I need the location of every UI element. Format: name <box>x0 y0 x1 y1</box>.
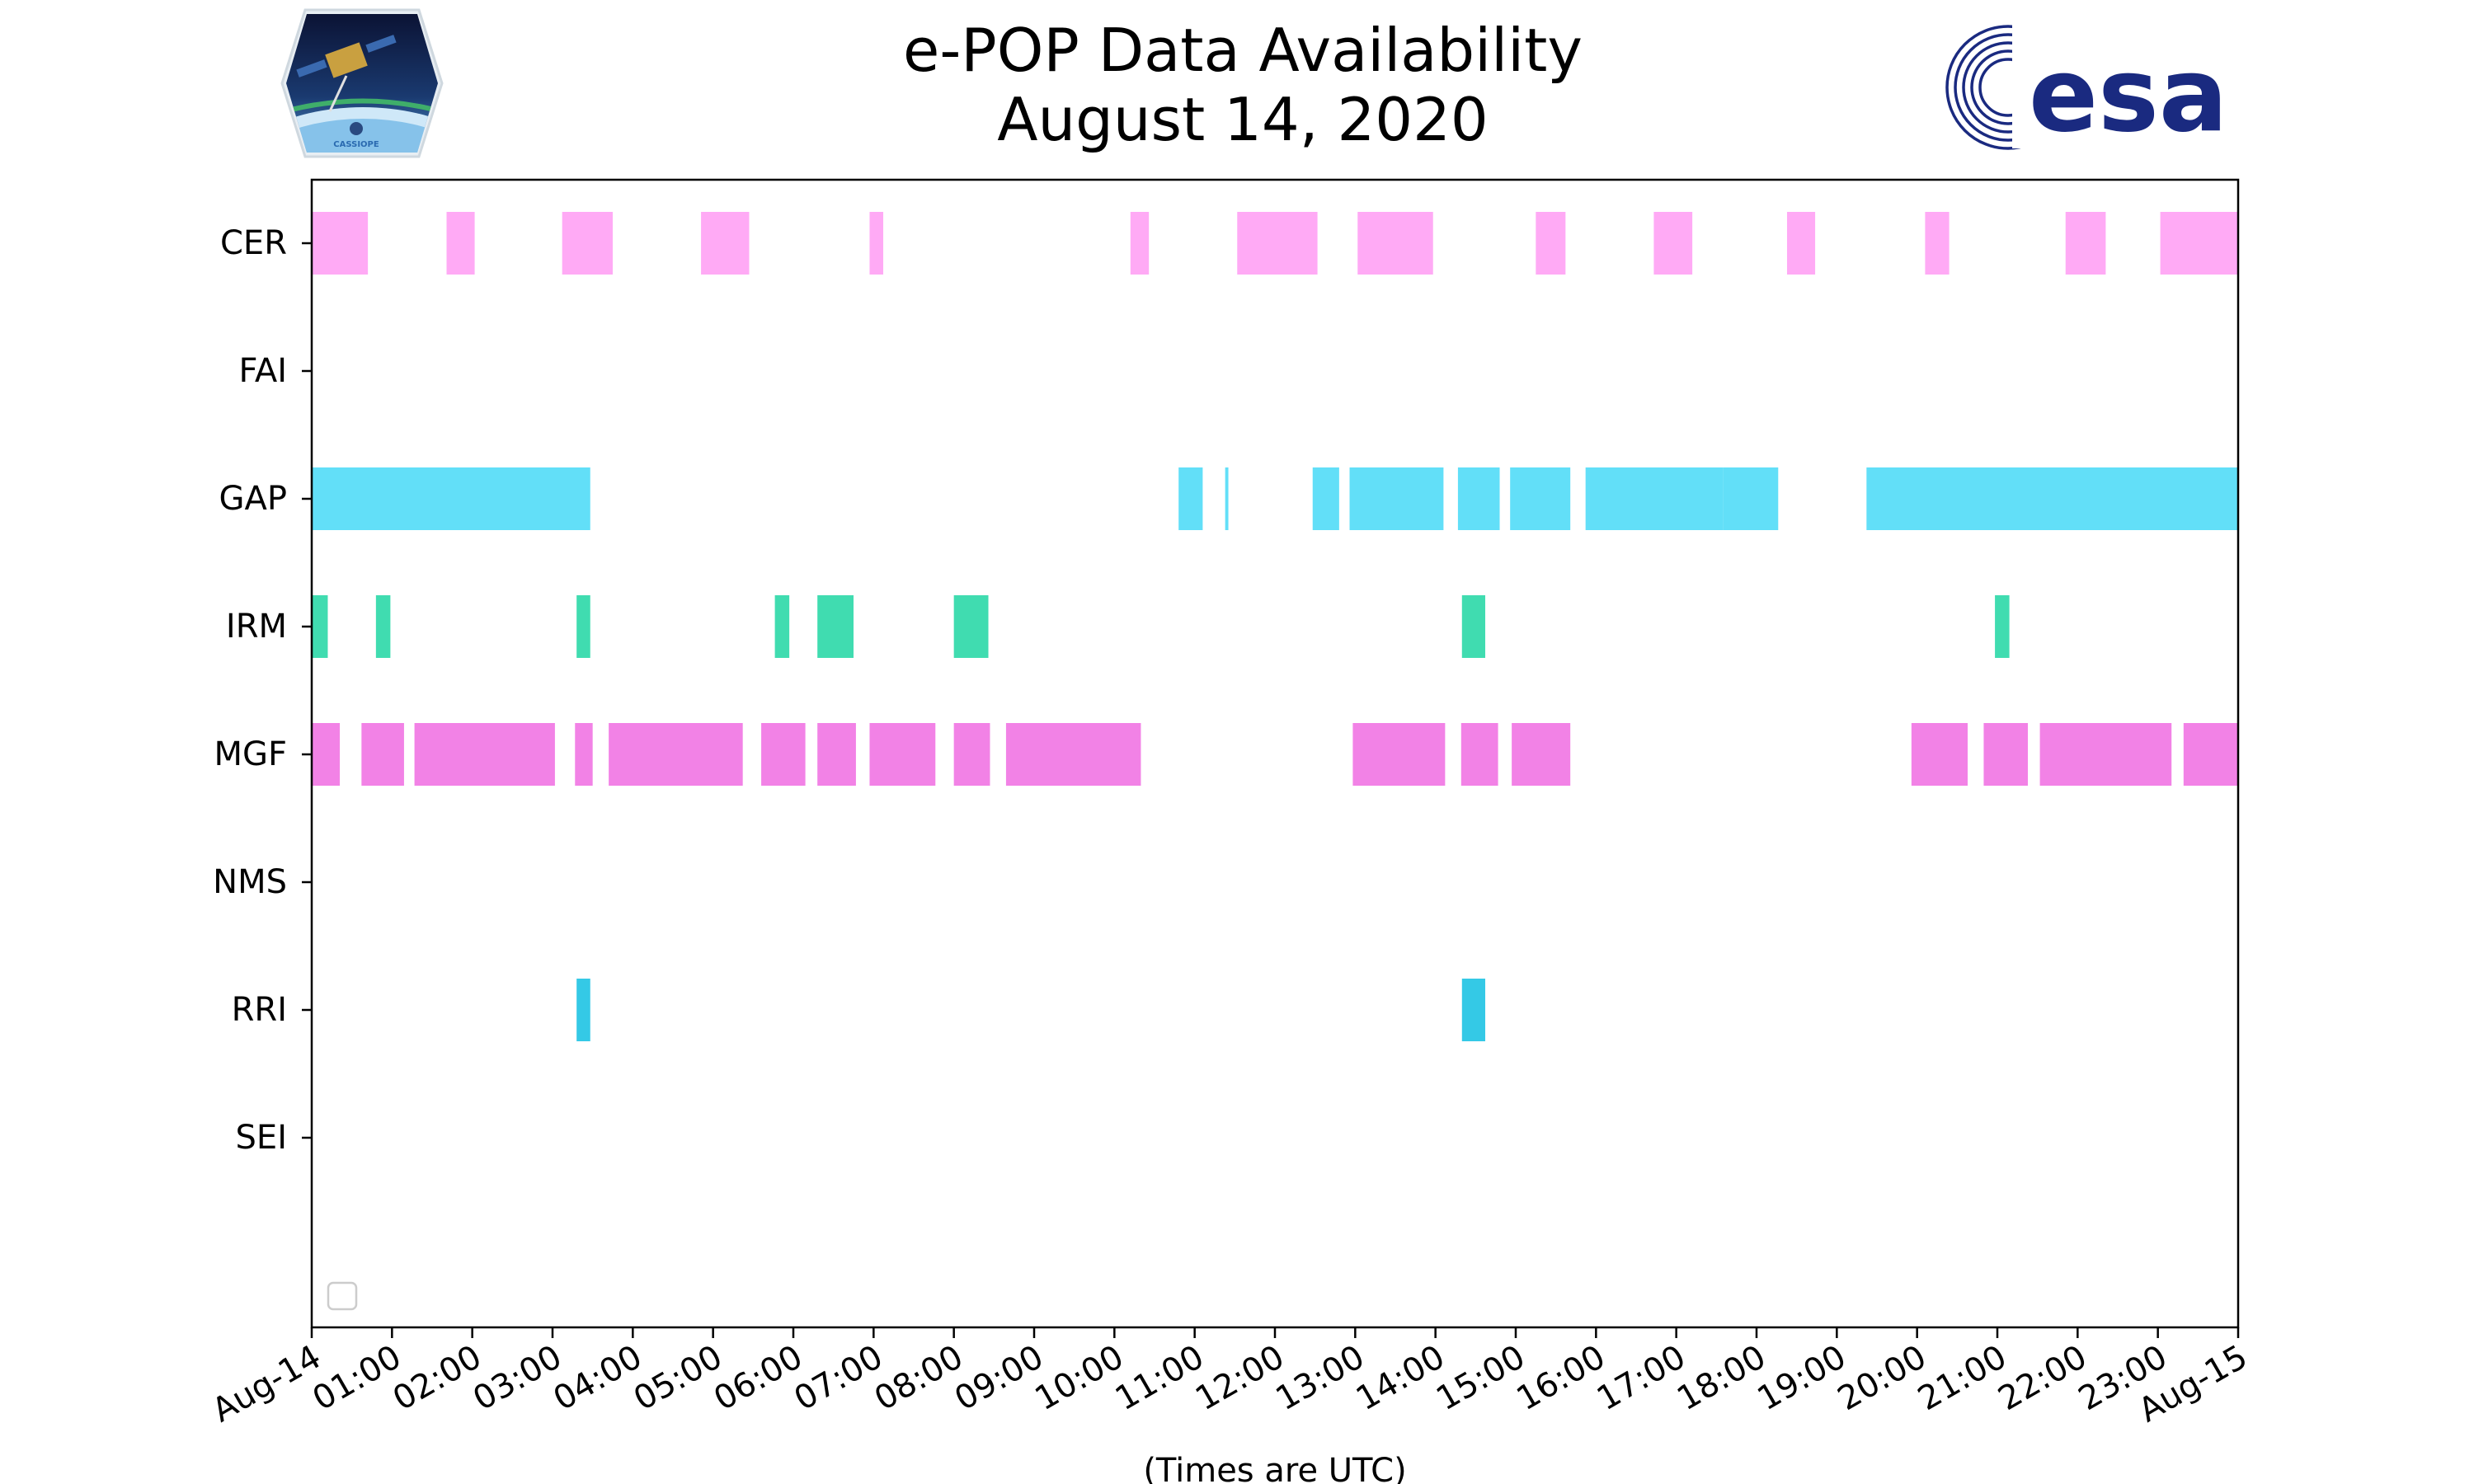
y-axis: CER FAI GAP IRM MGF NMS RRI SEI <box>213 224 312 1157</box>
bar-gap-9 <box>1866 467 2238 530</box>
x-tick-label-3: 03:00 <box>467 1338 568 1418</box>
x-tick-label-19: 19:00 <box>1751 1338 1852 1418</box>
x-tick-label-14: 14:00 <box>1350 1338 1451 1418</box>
x-tick-label-8: 08:00 <box>868 1338 970 1418</box>
chart-title-line-2: August 14, 2020 <box>997 85 1488 154</box>
bar-cer-8 <box>1536 212 1566 275</box>
x-tick-label-7: 07:00 <box>788 1338 889 1418</box>
y-tick-label-cer: CER <box>220 224 287 262</box>
bar-mgf-13 <box>1911 723 1968 786</box>
bar-cer-3 <box>701 212 750 275</box>
x-tick-label-22: 22:00 <box>1992 1338 2093 1418</box>
bar-mgf-1 <box>361 723 404 786</box>
bar-cer-1 <box>446 212 475 275</box>
x-tick-label-21: 21:00 <box>1912 1338 2013 1418</box>
bars-layer <box>312 212 2238 1041</box>
bar-cer-9 <box>1653 212 1693 275</box>
x-tick-label-2: 02:00 <box>387 1338 488 1418</box>
bar-irm-6 <box>1461 595 1486 658</box>
bar-cer-10 <box>1786 212 1816 275</box>
x-tick-label-1: 01:00 <box>306 1338 407 1418</box>
x-tick-label-15: 15:00 <box>1430 1338 1531 1418</box>
x-tick-label-6: 06:00 <box>708 1338 809 1418</box>
y-tick-label-gap: GAP <box>219 480 287 518</box>
bar-irm-3 <box>774 595 790 658</box>
bar-gap-6 <box>1510 467 1571 530</box>
y-tick-label-sei: SEI <box>236 1119 287 1157</box>
x-tick-label-13: 13:00 <box>1269 1338 1371 1418</box>
chart-title-line-1: e-POP Data Availability <box>903 16 1583 85</box>
bar-rri-1 <box>1461 979 1486 1041</box>
bar-irm-2 <box>576 595 590 658</box>
x-axis-label: (Times are UTC) <box>1143 1452 1406 1484</box>
bar-mgf-4 <box>609 723 743 786</box>
bar-gap-0 <box>312 467 590 530</box>
bar-mgf-14 <box>1983 723 2028 786</box>
y-tick-label-mgf: MGF <box>214 735 287 773</box>
bar-mgf-9 <box>1005 723 1141 786</box>
x-tick-label-5: 05:00 <box>628 1338 729 1418</box>
esa-logo-text: esa <box>2029 36 2228 155</box>
y-tick-label-irm: IRM <box>226 608 287 646</box>
bar-gap-3 <box>1312 467 1339 530</box>
bar-irm-4 <box>817 595 854 658</box>
bar-mgf-16 <box>2183 723 2238 786</box>
bar-gap-5 <box>1457 467 1500 530</box>
bar-mgf-11 <box>1460 723 1498 786</box>
bar-gap-4 <box>1349 467 1444 530</box>
bar-gap-7 <box>1585 467 1724 530</box>
bar-mgf-3 <box>575 723 593 786</box>
bar-mgf-7 <box>869 723 936 786</box>
x-tick-label-20: 20:00 <box>1832 1338 1933 1418</box>
esa-logo: esa <box>1945 25 2228 155</box>
bar-mgf-0 <box>312 723 341 786</box>
x-tick-label-4: 04:00 <box>547 1338 648 1418</box>
bar-cer-13 <box>2160 212 2238 275</box>
bar-cer-11 <box>1925 212 1950 275</box>
bar-mgf-2 <box>414 723 555 786</box>
bar-mgf-8 <box>953 723 990 786</box>
x-tick-label-10: 10:00 <box>1028 1338 1130 1418</box>
bar-mgf-15 <box>2039 723 2172 786</box>
bar-mgf-12 <box>1512 723 1571 786</box>
x-tick-label-17: 17:00 <box>1591 1338 1692 1418</box>
x-tick-label-16: 16:00 <box>1510 1338 1611 1418</box>
legend-box <box>327 1281 358 1311</box>
x-tick-label-18: 18:00 <box>1671 1338 1772 1418</box>
bar-cer-6 <box>1237 212 1318 275</box>
bar-irm-0 <box>312 595 328 658</box>
bar-cer-4 <box>869 212 884 275</box>
bar-cer-0 <box>312 212 369 275</box>
bar-irm-7 <box>1995 595 2010 658</box>
x-tick-label-11: 11:00 <box>1109 1338 1211 1418</box>
bar-gap-8 <box>1723 467 1779 530</box>
bar-cer-7 <box>1357 212 1433 275</box>
bar-mgf-5 <box>761 723 806 786</box>
x-tick-label-9: 09:00 <box>948 1338 1050 1418</box>
bar-gap-2 <box>1225 467 1229 530</box>
bar-cer-2 <box>562 212 613 275</box>
bar-cer-12 <box>2065 212 2106 275</box>
bar-irm-5 <box>953 595 989 658</box>
y-tick-label-fai: FAI <box>239 352 288 390</box>
bar-irm-1 <box>375 595 391 658</box>
bar-mgf-6 <box>817 723 856 786</box>
bar-cer-5 <box>1130 212 1150 275</box>
x-tick-label-12: 12:00 <box>1189 1338 1291 1418</box>
bar-mgf-10 <box>1352 723 1446 786</box>
cassiope-logo-text: CASSIOPE <box>333 140 379 149</box>
bar-rri-0 <box>576 979 590 1041</box>
y-tick-label-rri: RRI <box>232 991 287 1029</box>
bar-gap-1 <box>1178 467 1203 530</box>
y-tick-label-nms: NMS <box>213 863 287 901</box>
x-axis: Aug-1401:0002:0003:0004:0005:0006:0007:0… <box>206 1327 2254 1430</box>
